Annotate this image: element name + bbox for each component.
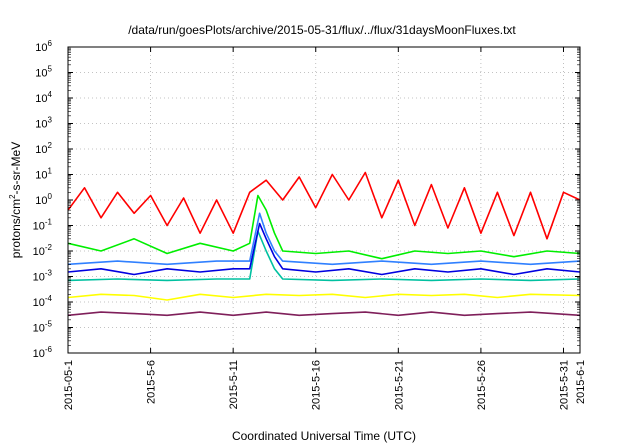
series-line-5 (67, 212, 581, 266)
y-tick-label: 104 (35, 90, 52, 105)
x-tick-label: 2015-5-6 (146, 360, 158, 404)
series-line-3 (67, 230, 581, 282)
y-axis-ticks: 10-6 10-5 10-4 10-3 10-2 10-1 100 101 102 103 104 1… (33, 39, 580, 360)
x-tick-label: 2015-5-11 (228, 360, 240, 409)
x-axis-label: Coordinated Universal Time (UTC) (232, 429, 416, 443)
x-tick-label: 2015-5-31 (558, 360, 570, 410)
y-tick-label: 10-1 (33, 218, 53, 233)
x-axis-ticks: 2015-05-1 2015-5-6 2015-5-11 2015-5-16 2015-… (63, 47, 587, 410)
x-tick-label: 2015-05-1 (63, 360, 75, 410)
y-tick-label: 100 (35, 192, 52, 207)
y-tick-label: 10-3 (33, 269, 53, 284)
y-tick-label: 10-4 (33, 294, 53, 309)
y-tick-label: 105 (35, 65, 52, 80)
x-tick-label: 2015-6-1 (575, 360, 587, 404)
y-axis-label: protons/cm2-s-sr-MeV (8, 142, 23, 258)
series-line-4 (67, 222, 581, 276)
y-tick-label: 10-5 (33, 320, 53, 335)
y-tick-label: 101 (35, 167, 52, 182)
y-axis-label-sup: 2 (8, 194, 17, 199)
series-line-1 (67, 311, 581, 317)
y-tick-label: 102 (35, 141, 52, 156)
series-line-2 (67, 293, 581, 301)
x-tick-label: 2015-5-16 (311, 360, 323, 410)
x-tick-label: 2015-5-26 (476, 360, 488, 410)
chart-title: /data/run/goesPlots/archive/2015-05-31/f… (128, 23, 516, 37)
series-group (67, 171, 581, 317)
y-axis-label-prefix: protons/cm (9, 199, 23, 258)
y-tick-label: 10-6 (33, 345, 53, 360)
x-tick-label: 2015-5-21 (393, 360, 405, 410)
series-line-7 (67, 171, 581, 240)
grid (68, 47, 580, 353)
y-axis-label-suffix: -s-sr-MeV (9, 142, 23, 195)
y-tick-label: 106 (35, 39, 52, 54)
y-tick-label: 10-2 (33, 243, 53, 258)
series-line-6 (67, 194, 581, 260)
y-tick-label: 103 (35, 116, 52, 131)
